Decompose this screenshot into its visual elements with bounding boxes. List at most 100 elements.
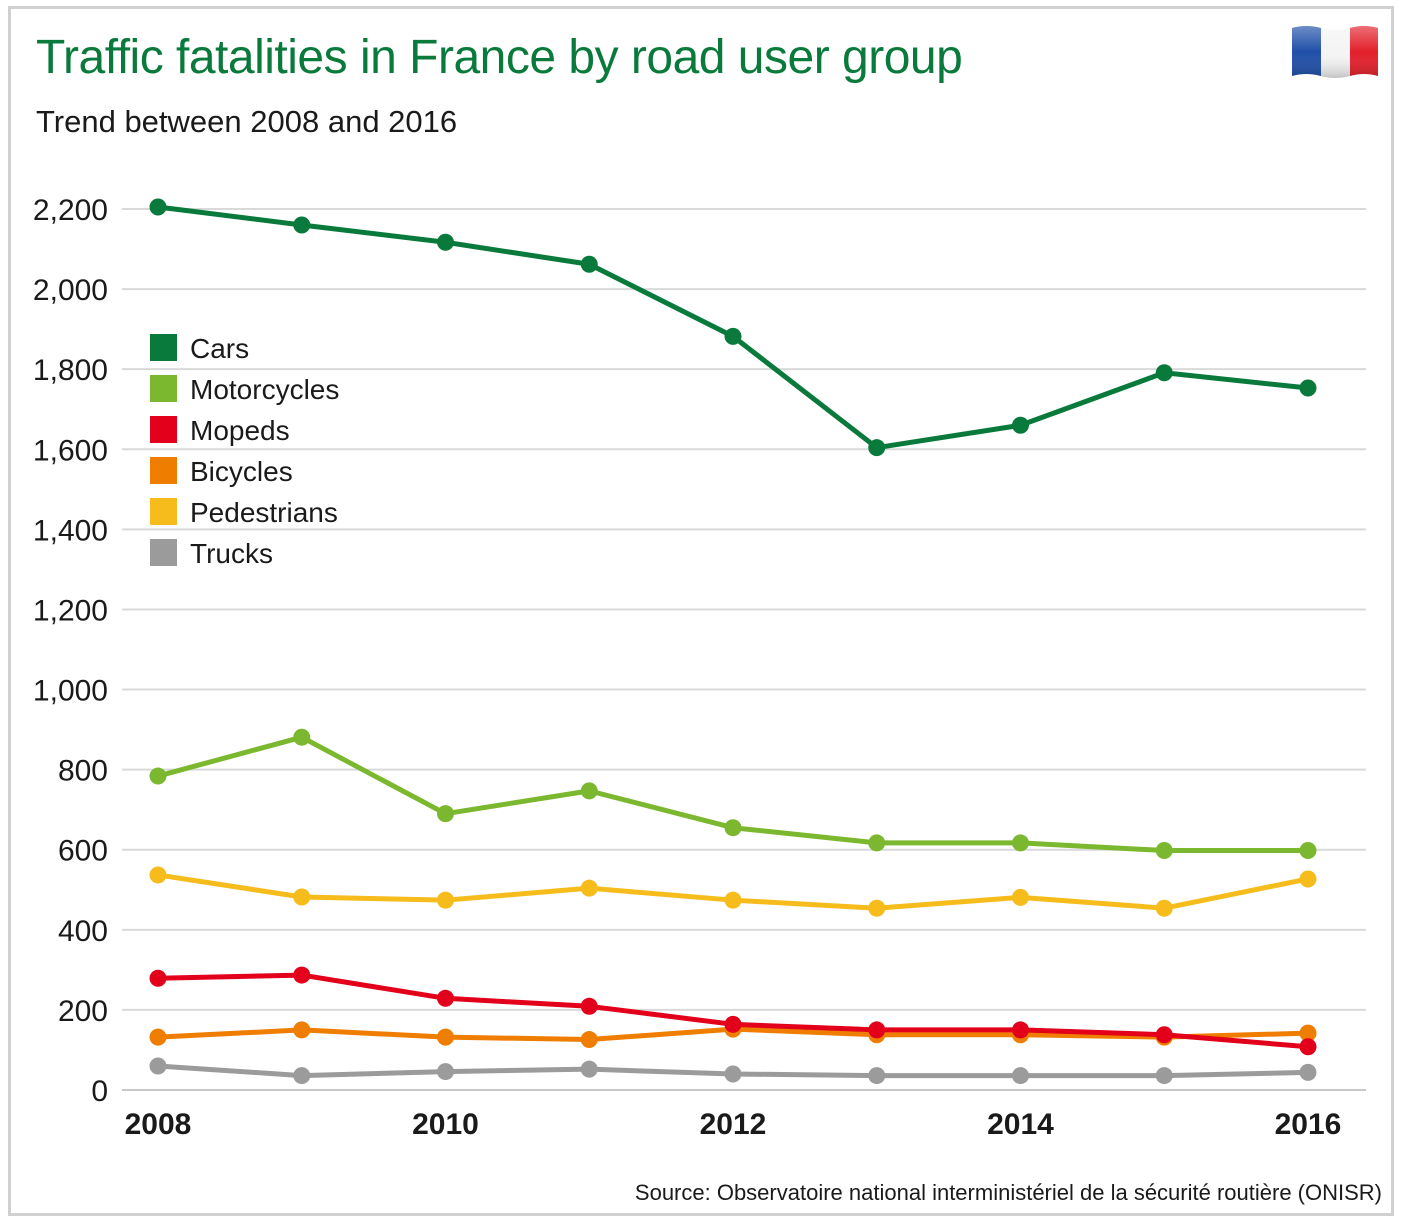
mopeds-point (149, 969, 167, 987)
pedestrians-point (149, 866, 167, 884)
cars-point (293, 216, 311, 234)
series-pedestrians (149, 866, 1317, 917)
bicycles-point (437, 1028, 454, 1046)
motorcycles-point (293, 728, 311, 746)
y-tick-label: 0 (91, 1075, 108, 1108)
series-cars (149, 198, 1317, 457)
source-note: Source: Observatoire national interminis… (634, 1180, 1382, 1205)
legend: Cars Motorcycles Mopeds Bicycles Pedestrians… (150, 333, 339, 569)
x-tick-label: 2008 (125, 1108, 192, 1141)
trucks-point (1299, 1063, 1317, 1081)
gridlines (122, 208, 1366, 1091)
mopeds-point (580, 997, 598, 1015)
y-tick-label: 1,600 (33, 434, 108, 467)
legend-item-mopeds: Mopeds (150, 415, 290, 446)
y-tick-label: 800 (58, 755, 108, 788)
series-trucks (149, 1057, 1317, 1085)
motorcycles-point (1155, 842, 1173, 860)
pedestrians-point (724, 891, 742, 909)
x-tick-label: 2016 (1275, 1108, 1342, 1141)
trucks-point (293, 1067, 311, 1085)
trucks-point (724, 1065, 742, 1083)
y-tick-label: 2,000 (33, 274, 108, 307)
trucks-point (868, 1067, 886, 1085)
y-tick-label: 2,200 (33, 194, 108, 227)
legend-label: Pedestrians (190, 497, 338, 528)
trucks-point (1012, 1067, 1029, 1085)
mopeds-point (1155, 1026, 1173, 1044)
legend-label: Motorcycles (190, 374, 339, 405)
motorcycles-point (1299, 842, 1317, 860)
legend-item-trucks: Trucks (150, 538, 273, 569)
y-tick-label: 600 (58, 835, 108, 868)
y-axis: 0 200 400 600 800 1,000 1,200 1,400 1,600 1,800 2,… (33, 194, 108, 1108)
pedestrians-point (1155, 899, 1173, 917)
mopeds-point (868, 1021, 886, 1039)
motorcycles-point (868, 834, 886, 852)
cars-point (580, 255, 598, 273)
cars-point (1012, 416, 1029, 434)
legend-item-cars: Cars (150, 333, 249, 364)
x-tick-label: 2012 (700, 1108, 767, 1141)
trucks-point (437, 1063, 454, 1081)
x-tick-label: 2014 (987, 1108, 1054, 1141)
legend-item-bicycles: Bicycles (150, 456, 293, 487)
motorcycles-point (724, 819, 742, 837)
trucks-point (1155, 1067, 1173, 1085)
y-tick-label: 1,000 (33, 675, 108, 708)
legend-swatch (150, 416, 177, 443)
series-mopeds (149, 966, 1317, 1056)
mopeds-point (1012, 1021, 1029, 1039)
legend-item-motorcycles: Motorcycles (150, 374, 339, 405)
cars-point (724, 327, 742, 345)
legend-label: Bicycles (190, 456, 293, 487)
pedestrians-point (437, 891, 454, 909)
mopeds-point (724, 1015, 742, 1033)
legend-swatch (150, 498, 177, 525)
chart-title: Traffic fatalities in France by road use… (36, 31, 963, 84)
cars-point (868, 439, 886, 457)
y-tick-label: 1,400 (33, 514, 108, 547)
trucks-point (149, 1057, 167, 1075)
chart-subtitle: Trend between 2008 and 2016 (36, 104, 458, 139)
series-motorcycles (149, 728, 1317, 860)
x-tick-label: 2010 (412, 1108, 479, 1141)
legend-label: Mopeds (190, 415, 290, 446)
legend-swatch (150, 334, 177, 361)
motorcycles-point (149, 767, 167, 785)
pedestrians-point (580, 879, 598, 897)
y-tick-label: 1,800 (33, 354, 108, 387)
mopeds-point (1299, 1038, 1317, 1056)
motorcycles-point (1012, 834, 1029, 852)
trucks-point (580, 1060, 598, 1078)
cars-point (149, 198, 167, 216)
legend-swatch (150, 457, 177, 484)
bicycles-point (1299, 1024, 1317, 1042)
legend-label: Cars (190, 333, 249, 364)
legend-swatch (150, 539, 177, 566)
legend-item-pedestrians: Pedestrians (150, 497, 338, 528)
pedestrians-point (293, 888, 311, 906)
pedestrians-point (868, 899, 886, 917)
pedestrians-point (1299, 870, 1317, 888)
pedestrians-point (1012, 888, 1029, 906)
x-axis: 2008 2010 2012 2014 2016 (125, 1108, 1342, 1141)
bicycles-point (580, 1031, 598, 1049)
motorcycles-point (580, 782, 598, 800)
cars-point (1299, 379, 1317, 397)
cars-point (1155, 364, 1173, 382)
bicycles-point (293, 1021, 311, 1039)
y-tick-label: 200 (58, 995, 108, 1028)
france-flag-icon (1292, 26, 1378, 78)
mopeds-point (437, 989, 454, 1007)
mopeds-point (293, 966, 311, 984)
motorcycles-point (437, 805, 454, 823)
legend-swatch (150, 375, 177, 402)
series-group (149, 198, 1317, 1085)
y-tick-label: 1,200 (33, 594, 108, 627)
cars-line (155, 204, 1311, 451)
legend-label: Trucks (190, 538, 273, 569)
bicycles-point (149, 1028, 167, 1046)
y-tick-label: 400 (58, 915, 108, 948)
